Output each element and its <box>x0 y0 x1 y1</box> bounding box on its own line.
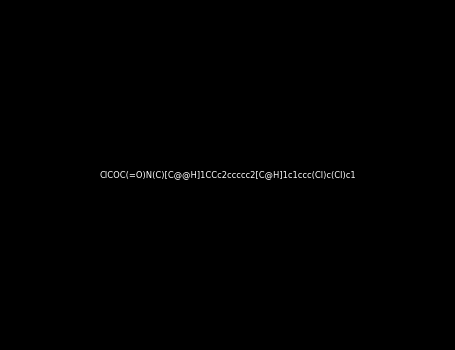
Text: ClCOC(=O)N(C)[C@@H]1CCc2ccccc2[C@H]1c1ccc(Cl)c(Cl)c1: ClCOC(=O)N(C)[C@@H]1CCc2ccccc2[C@H]1c1cc… <box>99 170 356 180</box>
